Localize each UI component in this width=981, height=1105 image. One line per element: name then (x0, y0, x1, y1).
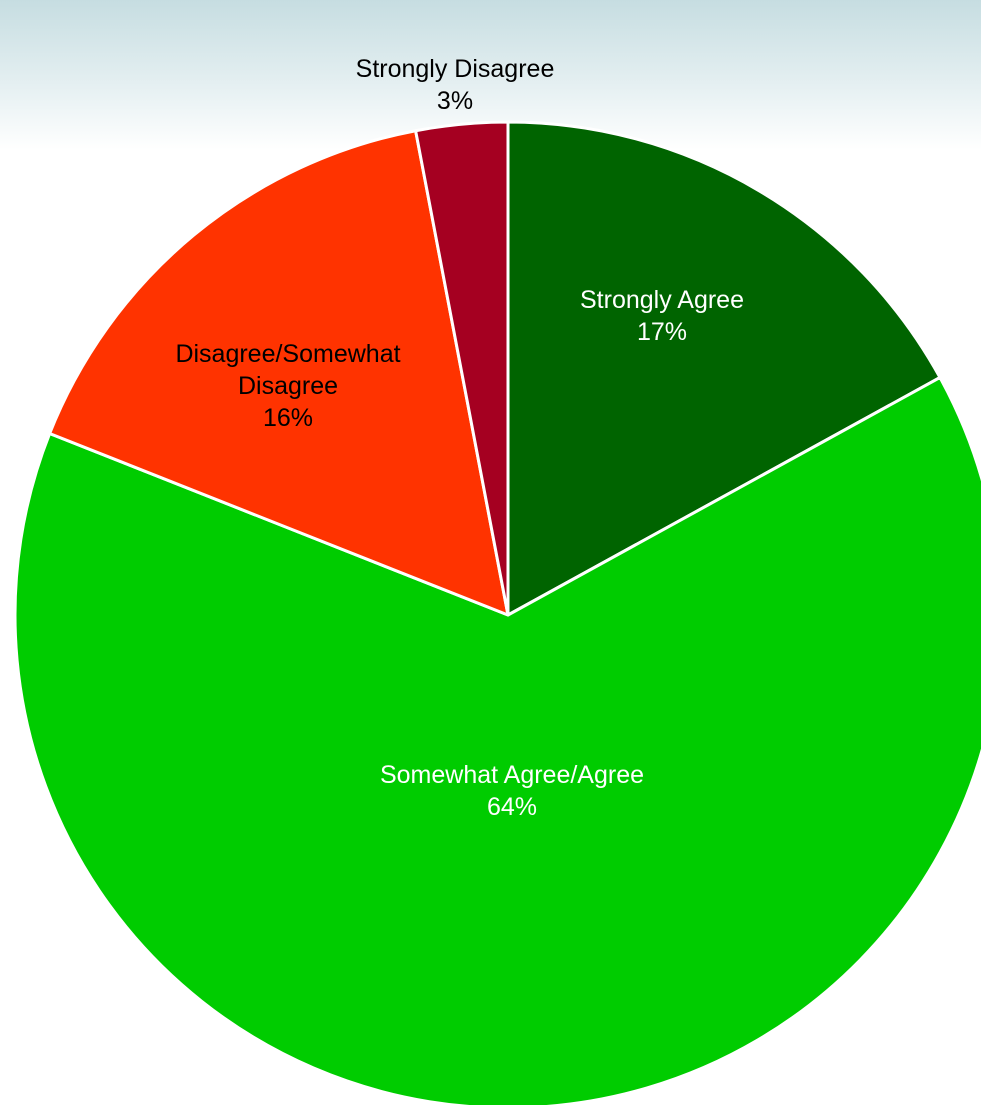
data-label-value: 64% (487, 793, 537, 821)
data-label-strongly-disagree: Strongly Disagree 3% (356, 55, 555, 115)
data-label-category: Strongly Disagree (356, 55, 555, 83)
data-label-value: 3% (437, 87, 473, 115)
pie-slice-disagree-somewhat-disagree (48, 129, 510, 617)
data-label-value: 17% (637, 318, 687, 346)
pie-labels: Strongly Agree 17% Somewhat Agree/Agree 64%… (175, 55, 744, 821)
data-label-category: Disagree/Somewhat (175, 340, 400, 368)
pie-slice-strongly-disagree (414, 120, 510, 617)
data-label-disagree-somewhat-disagree: Disagree/Somewhat Disagree 16% (175, 340, 400, 432)
data-label-category: Strongly Agree (580, 286, 744, 314)
data-label-value: 16% (263, 404, 313, 432)
pie-slices (13, 120, 981, 1105)
pie-slice-somewhat-agree-agree (13, 375, 981, 1105)
data-label-category: Disagree (238, 372, 338, 400)
data-label-somewhat-agree-agree: Somewhat Agree/Agree 64% (380, 761, 644, 821)
data-label-strongly-agree: Strongly Agree 17% (580, 286, 744, 346)
pie-slice-strongly-agree (506, 120, 942, 617)
data-label-category: Somewhat Agree/Agree (380, 761, 644, 789)
